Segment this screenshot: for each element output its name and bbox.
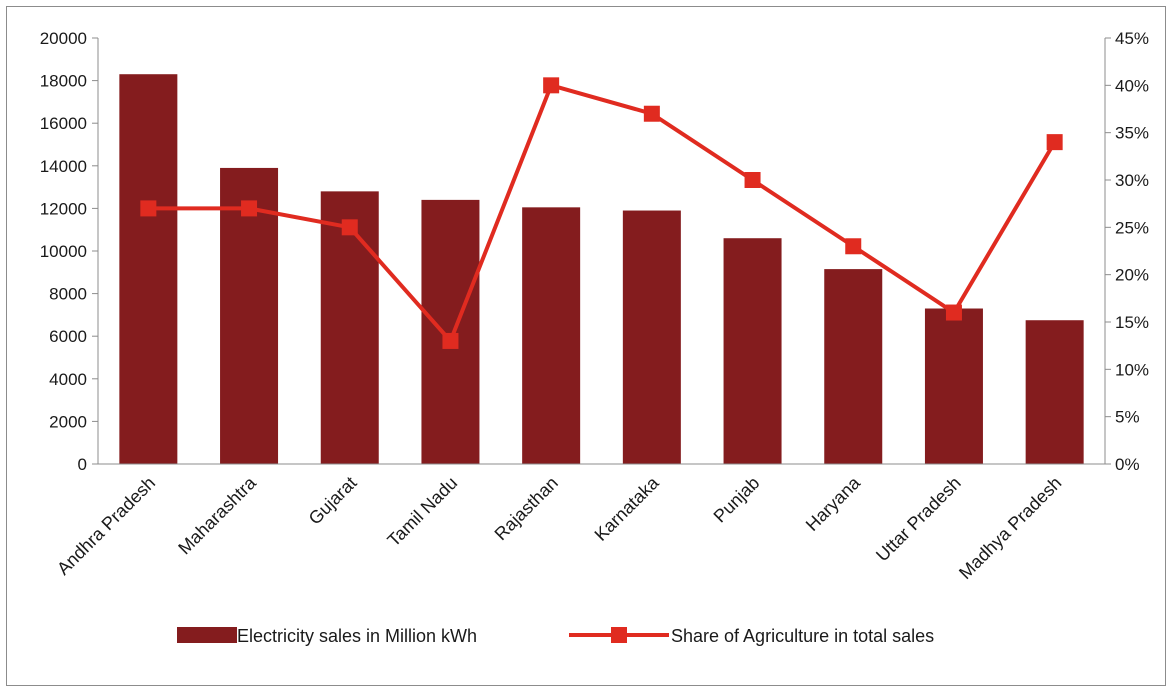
left-tick-label: 6000: [49, 327, 87, 346]
bar: [824, 269, 883, 464]
bar: [522, 207, 581, 464]
right-axis: 0% 5% 10% 15% 20% 25% 30% 35% 40% 45%: [1105, 29, 1149, 474]
category-label: Gujarat: [305, 473, 361, 529]
line-marker: [241, 200, 258, 217]
category-label: Karnataka: [591, 472, 664, 545]
bar: [622, 210, 681, 464]
share-line: [148, 83, 1057, 343]
combo-chart: 0 2000 4000 6000 8000 10000 12000 14000 16000 180…: [40, 29, 1149, 646]
line-marker: [341, 219, 358, 236]
line-marker: [140, 200, 157, 217]
right-tick-label: 25%: [1115, 218, 1149, 237]
left-tick-label: 4000: [49, 370, 87, 389]
right-tick-label: 40%: [1115, 76, 1149, 95]
bar: [421, 199, 480, 464]
left-tick-label: 16000: [40, 114, 87, 133]
right-tick-label: 5%: [1115, 408, 1140, 427]
left-tick-label: 0: [78, 455, 87, 474]
line-marker: [945, 304, 962, 321]
legend: Electricity sales in Million kWh Share o…: [177, 626, 934, 646]
category-label: Haryana: [802, 472, 865, 535]
category-label: Madhya Pradesh: [955, 473, 1065, 583]
right-tick-label: 10%: [1115, 360, 1149, 379]
line-series: [140, 77, 1063, 349]
line-marker: [1046, 134, 1063, 151]
category-label: Rajasthan: [491, 473, 562, 544]
line-marker: [543, 77, 560, 94]
legend-bar-label: Electricity sales in Million kWh: [237, 626, 477, 646]
category-label: Uttar Pradesh: [872, 473, 965, 566]
left-tick-label: 12000: [40, 199, 87, 218]
line-marker: [442, 332, 459, 349]
bar: [320, 191, 379, 465]
right-tick-label: 15%: [1115, 313, 1149, 332]
category-label: Punjab: [710, 473, 764, 527]
bar: [220, 167, 279, 464]
right-tick-label: 30%: [1115, 171, 1149, 190]
left-tick-label: 10000: [40, 242, 87, 261]
left-axis: 0 2000 4000 6000 8000 10000 12000 14000 16000 180…: [40, 29, 98, 474]
bar: [723, 238, 782, 464]
right-tick-label: 45%: [1115, 29, 1149, 48]
right-tick-label: 0%: [1115, 455, 1140, 474]
category-label: Andhra Pradesh: [53, 473, 159, 579]
left-tick-label: 14000: [40, 157, 87, 176]
right-tick-label: 20%: [1115, 266, 1149, 285]
right-tick-label: 35%: [1115, 124, 1149, 143]
left-tick-label: 20000: [40, 29, 87, 48]
bar: [924, 308, 983, 464]
category-label: Tamil Nadu: [383, 473, 461, 551]
left-tick-label: 18000: [40, 72, 87, 91]
bar-series: [119, 74, 1084, 465]
line-marker: [643, 105, 660, 122]
legend-line-marker: [611, 627, 627, 643]
bar: [1025, 320, 1084, 464]
line-marker: [845, 238, 862, 255]
category-axis: Andhra Pradesh Maharashtra Gujarat Tamil Na…: [53, 472, 1065, 583]
axis-lines: [97, 38, 1106, 465]
legend-bar-swatch: [177, 627, 237, 643]
left-tick-label: 8000: [49, 285, 87, 304]
legend-line-label: Share of Agriculture in total sales: [671, 626, 934, 646]
chart-frame: 0 2000 4000 6000 8000 10000 12000 14000 16000 180…: [6, 6, 1166, 686]
category-label: Maharashtra: [174, 472, 260, 558]
bar: [119, 74, 178, 465]
left-tick-label: 2000: [49, 412, 87, 431]
line-marker: [744, 172, 761, 188]
